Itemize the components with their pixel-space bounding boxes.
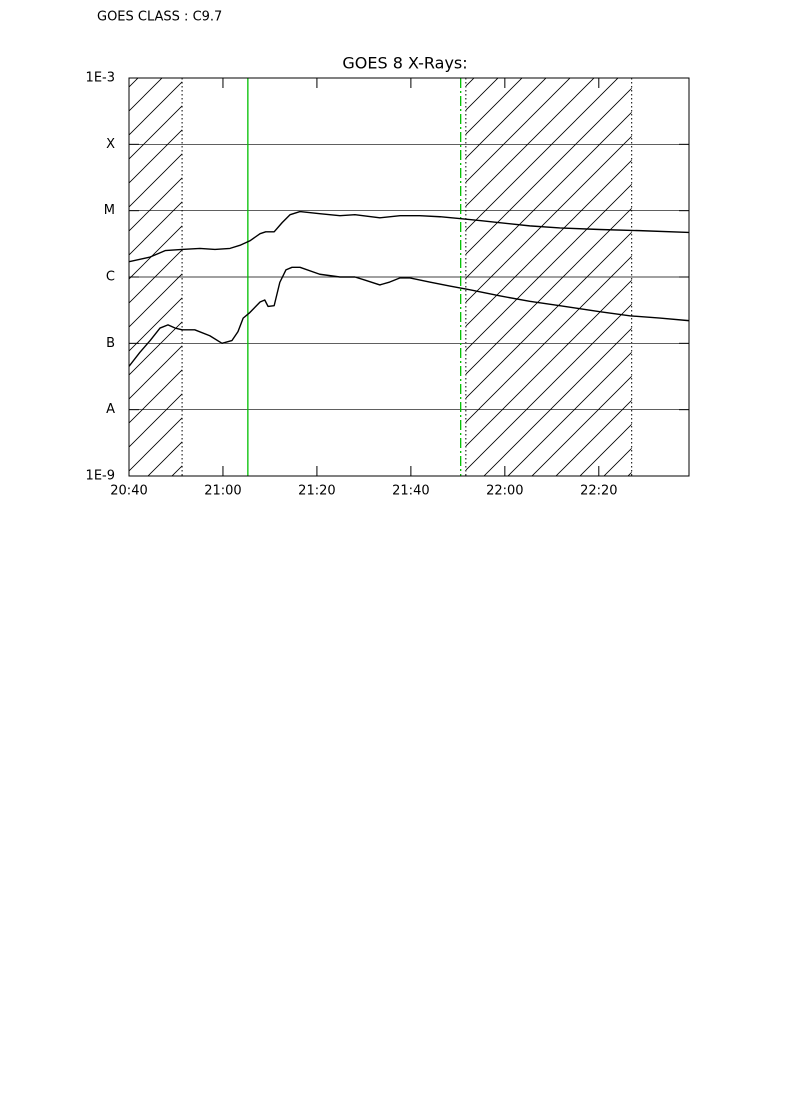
plot-frame xyxy=(128,77,690,477)
y-tick-label: B xyxy=(106,336,115,351)
y-tick-label: X xyxy=(106,137,115,152)
y-tick-label: M xyxy=(104,203,115,218)
x-tick-label: 21:20 xyxy=(298,484,335,499)
y-tick-label: A xyxy=(106,402,115,417)
flux-line xyxy=(129,266,689,367)
x-tick-label: 21:00 xyxy=(204,484,241,499)
y-tick-label: C xyxy=(106,270,115,285)
chart-title: GOES 8 X-Rays: xyxy=(342,54,467,73)
x-tick-label: 21:40 xyxy=(392,484,429,499)
flux-line xyxy=(129,210,689,263)
y-tick-label: 1E-9 xyxy=(86,469,115,484)
x-tick-label: 22:00 xyxy=(486,484,523,499)
x-tick-label: 22:20 xyxy=(580,484,617,499)
plot-area: 1E-3 X M C B A 1E-920:40 21:00 21:20 21:40 22:00 22… xyxy=(86,71,690,499)
x-tick-label: 20:40 xyxy=(110,484,147,499)
goes-class: GOES CLASS : C9.7 xyxy=(97,10,222,25)
y-tick-label: 1E-3 xyxy=(86,71,115,86)
